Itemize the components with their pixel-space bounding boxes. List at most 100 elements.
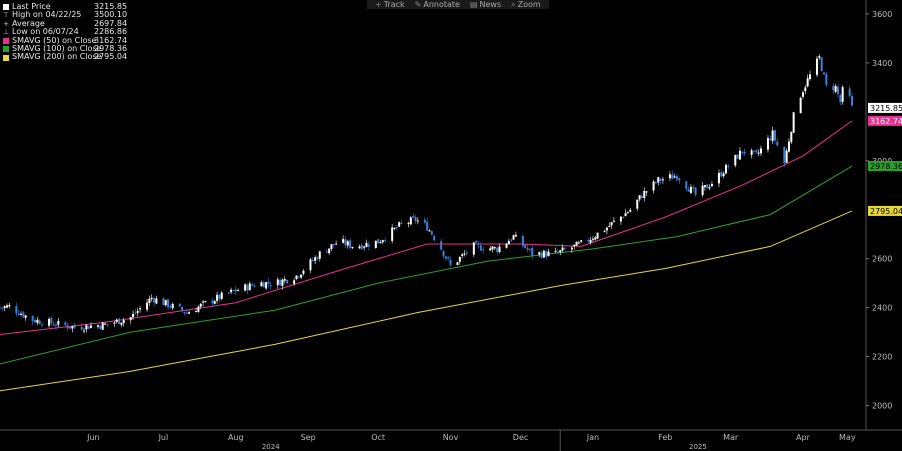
candle-body <box>52 324 55 326</box>
candle-body <box>379 242 382 244</box>
legend-item-sma100[interactable]: SMAVG (100) on Close 2978.36 <box>3 44 127 53</box>
candle-body <box>776 141 779 146</box>
candle-body <box>409 217 412 225</box>
candle-body <box>783 147 786 164</box>
candle-body <box>773 130 776 141</box>
candle-body <box>346 241 349 246</box>
candle-body <box>596 232 599 239</box>
candle-body <box>792 112 795 133</box>
candle-body <box>757 152 760 154</box>
price-label-text: 3215.85 <box>870 104 902 113</box>
candle-body <box>804 87 807 92</box>
year-label: 2024 <box>262 443 280 451</box>
candle-body <box>808 74 811 80</box>
legend-item-last-price[interactable]: Last Price 3215.85 <box>3 2 127 11</box>
candle-body <box>512 235 515 240</box>
crosshair-icon: + <box>375 0 382 9</box>
candle-body <box>734 154 737 166</box>
price-label-box <box>868 115 902 126</box>
candle-body <box>594 237 597 240</box>
candle-body <box>1 307 4 309</box>
candle-body <box>524 244 527 248</box>
annotate-button[interactable]: ✎ Annotate <box>414 0 460 9</box>
candle-body <box>302 270 305 274</box>
price-label-box <box>868 161 902 172</box>
legend-item-sma200[interactable]: SMAVG (200) on Close 2795.04 <box>3 53 127 61</box>
candle-body <box>659 178 662 181</box>
candle-body <box>629 209 632 212</box>
track-button[interactable]: + Track <box>375 0 405 9</box>
candle-body <box>64 322 67 326</box>
y-tick-label: 2000 <box>872 402 892 411</box>
candle-body <box>514 234 517 237</box>
candle-body <box>643 190 646 199</box>
candle-body <box>475 241 478 243</box>
candle-body <box>155 298 158 304</box>
candle-body <box>237 290 240 292</box>
candle-body <box>836 86 839 95</box>
candle-body <box>675 176 678 180</box>
candle-body <box>694 187 697 195</box>
candle-body <box>269 285 272 287</box>
candle-body <box>428 230 431 232</box>
candle-body <box>510 239 513 241</box>
candle-body <box>164 299 167 306</box>
candle-body <box>66 325 69 329</box>
candle-body <box>671 174 674 179</box>
candle-body <box>412 215 415 218</box>
candle-body <box>463 253 466 255</box>
legend-item-high[interactable]: ⊤ High on 04/22/25 3500.10 <box>3 10 128 20</box>
candle-body <box>115 319 118 323</box>
news-button[interactable]: ▤ News <box>469 0 502 9</box>
candle-body <box>31 315 34 322</box>
candle-body <box>328 248 331 254</box>
candle-body <box>619 216 622 222</box>
candle-body <box>545 251 548 257</box>
candle-body <box>444 256 447 259</box>
candle-body <box>139 308 142 310</box>
candle-body <box>106 323 109 325</box>
candle-body <box>766 138 769 150</box>
candle-body <box>314 257 317 261</box>
legend-item-low[interactable]: ⊥ Low on 06/07/24 2286.86 <box>3 27 128 37</box>
candle-body <box>34 319 37 323</box>
candle-body <box>540 252 543 258</box>
candle-body <box>309 259 312 271</box>
candle-body <box>851 96 853 106</box>
candle-body <box>820 57 823 72</box>
candle-body <box>673 176 676 178</box>
candle-body <box>825 73 828 86</box>
candle-body <box>442 250 445 257</box>
candle-body <box>645 191 648 193</box>
candle-body <box>265 282 268 289</box>
chart-toolbar: + Track ✎ Annotate ▤ News ⌕ Zoom <box>367 0 549 9</box>
legend-swatch <box>3 46 9 53</box>
candle-body <box>342 239 345 243</box>
candle-body <box>841 87 844 102</box>
candle-body <box>591 238 594 240</box>
zoom-button[interactable]: ⌕ Zoom <box>511 0 541 9</box>
candle-body <box>423 219 426 223</box>
candle-body <box>692 187 695 189</box>
candle-body <box>563 248 566 250</box>
candle-body <box>479 245 482 251</box>
high-marker-icon: ⊤ <box>3 11 10 20</box>
candle-body <box>17 313 20 315</box>
legend-swatch <box>3 4 9 11</box>
candle-body <box>318 251 321 259</box>
y-tick-label: 2200 <box>872 353 892 362</box>
candle-body <box>458 257 461 262</box>
candle-body <box>433 235 436 241</box>
candle-body <box>83 330 86 332</box>
pencil-icon: ✎ <box>414 0 422 9</box>
legend-item-average[interactable]: + Average 2697.84 <box>3 18 128 28</box>
candle-body <box>636 199 639 209</box>
candle-body <box>248 283 251 291</box>
candle-body <box>771 130 774 141</box>
x-tick-label: Jan <box>586 433 599 442</box>
price-label-text: 2978.36 <box>870 162 902 171</box>
legend-item-sma50[interactable]: SMAVG (50) on Close 3162.74 <box>3 36 127 45</box>
candle-body <box>668 174 671 179</box>
candle-body <box>349 240 352 248</box>
